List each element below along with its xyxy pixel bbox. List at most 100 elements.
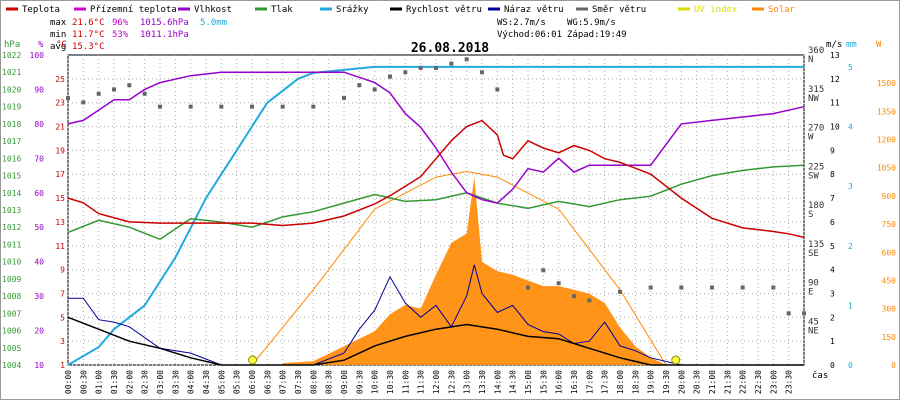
tick-time: 10:30 bbox=[386, 370, 395, 394]
x-axis-label: čas bbox=[812, 370, 828, 381]
tick-ms: 6 bbox=[830, 218, 835, 227]
tick-dir-name: N bbox=[808, 55, 813, 65]
tick-hpa: 1012 bbox=[2, 223, 21, 232]
tick-hpa: 1010 bbox=[2, 258, 21, 267]
tick-hpa: 1004 bbox=[2, 361, 21, 370]
unit-hpa: hPa bbox=[4, 40, 20, 50]
tick-hpa: 1014 bbox=[2, 189, 21, 198]
tick-hpa: 1020 bbox=[2, 85, 21, 94]
tick-temp: 17 bbox=[55, 170, 65, 179]
point-smer bbox=[388, 74, 392, 79]
tick-mm: 0 bbox=[848, 361, 853, 370]
tick-time: 03:00 bbox=[156, 370, 165, 394]
tick-ms: 4 bbox=[830, 266, 835, 275]
stat-max-press: 1015.6hPa bbox=[140, 18, 189, 28]
unit-w: W bbox=[876, 40, 882, 50]
tick-dir: 270 bbox=[808, 124, 824, 134]
tick-time: 23:00 bbox=[769, 370, 778, 394]
tick-ms: 1 bbox=[830, 337, 835, 346]
legend-label-srazky: Srážky bbox=[336, 5, 369, 15]
tick-w: 1200 bbox=[877, 136, 896, 145]
tick-ms: 10 bbox=[830, 123, 840, 132]
tick-time: 11:30 bbox=[417, 370, 426, 394]
tick-ms: 2 bbox=[830, 313, 835, 322]
left-axes: 1004100510061007100810091010101110121013… bbox=[2, 51, 65, 370]
stat-wg: WG:5.9m/s bbox=[567, 18, 616, 28]
point-smer bbox=[771, 285, 776, 290]
tick-time: 05:00 bbox=[217, 370, 226, 394]
point-smer bbox=[495, 87, 500, 92]
tick-w: 300 bbox=[882, 305, 897, 314]
tick-dir: 225 bbox=[808, 162, 824, 172]
tick-temp: 3 bbox=[60, 337, 65, 346]
stat-min-press: 1011.1hPa bbox=[140, 30, 189, 40]
tick-time: 22:00 bbox=[739, 370, 748, 394]
legend-label-uv: UV index bbox=[694, 5, 738, 15]
tick-temp: 19 bbox=[55, 146, 65, 155]
stat-max-temp: 21.6°C bbox=[72, 18, 105, 28]
tick-pct: 20 bbox=[34, 327, 44, 336]
point-smer bbox=[403, 70, 408, 75]
series-teplota bbox=[67, 119, 805, 239]
stat-max-rain: 5.0mm bbox=[200, 18, 227, 28]
tick-time: 09:00 bbox=[340, 370, 349, 394]
tick-time: 00:30 bbox=[79, 370, 88, 394]
point-smer bbox=[572, 294, 576, 299]
tick-time: 14:30 bbox=[509, 370, 518, 394]
point-smer bbox=[81, 100, 86, 105]
point-smer bbox=[418, 65, 423, 70]
tick-time: 02:00 bbox=[125, 370, 134, 394]
tick-hpa: 1005 bbox=[2, 344, 21, 353]
tick-w: 1500 bbox=[877, 79, 896, 88]
tick-ms: 12 bbox=[830, 75, 840, 84]
stat-max-hum: 96% bbox=[112, 18, 129, 28]
tick-time: 19:00 bbox=[647, 370, 656, 394]
tick-hpa: 1013 bbox=[2, 206, 21, 215]
stat-ws: WS:2.7m/s bbox=[497, 18, 546, 28]
legend-label-naraz: Náraz větru bbox=[504, 5, 564, 15]
point-smer bbox=[786, 311, 791, 316]
legend-label-tlak: Tlak bbox=[271, 5, 293, 15]
tick-dir-name: NW bbox=[808, 94, 819, 104]
tick-w: 150 bbox=[882, 333, 897, 342]
unit-ms: m/s bbox=[826, 40, 842, 50]
tick-time: 18:00 bbox=[616, 370, 625, 394]
series-theoretical-solar bbox=[251, 170, 667, 366]
point-smer bbox=[96, 91, 101, 96]
point-smer bbox=[112, 87, 116, 92]
tick-time: 01:30 bbox=[110, 370, 119, 394]
tick-temp: 5 bbox=[60, 313, 65, 322]
tick-temp: 7 bbox=[60, 289, 65, 298]
chart-title: 26.08.2018 bbox=[411, 41, 489, 56]
point-smer bbox=[66, 96, 70, 101]
point-smer bbox=[802, 311, 806, 316]
tick-hpa: 1019 bbox=[2, 103, 21, 112]
series-naraz bbox=[68, 264, 804, 366]
tick-time: 01:00 bbox=[95, 370, 104, 394]
tick-time: 15:00 bbox=[524, 370, 533, 394]
tick-time: 21:30 bbox=[723, 370, 732, 394]
tick-ms: 9 bbox=[830, 146, 835, 155]
tick-w: 0 bbox=[891, 361, 896, 370]
tick-dir: 315 bbox=[808, 85, 824, 95]
legend-label-smer: Směr větru bbox=[592, 5, 646, 15]
point-smer bbox=[587, 298, 592, 303]
point-smer bbox=[142, 91, 147, 96]
tick-w: 450 bbox=[882, 276, 897, 285]
point-smer bbox=[357, 83, 362, 88]
tick-hpa: 1008 bbox=[2, 292, 21, 301]
sunrise-marker bbox=[248, 355, 258, 365]
tick-time: 07:00 bbox=[279, 370, 288, 394]
point-smer bbox=[648, 285, 653, 290]
tick-time: 03:30 bbox=[171, 370, 180, 394]
point-smer bbox=[188, 104, 193, 109]
tick-time: 17:00 bbox=[585, 370, 594, 394]
tick-pct: 80 bbox=[34, 120, 44, 129]
legend-label-vlhkost: Vlhkost bbox=[194, 5, 232, 15]
tick-time: 11:00 bbox=[401, 370, 410, 394]
series-solar bbox=[282, 177, 666, 365]
tick-hpa: 1018 bbox=[2, 120, 21, 129]
point-smer bbox=[434, 65, 438, 70]
tick-ms: 3 bbox=[830, 289, 835, 298]
